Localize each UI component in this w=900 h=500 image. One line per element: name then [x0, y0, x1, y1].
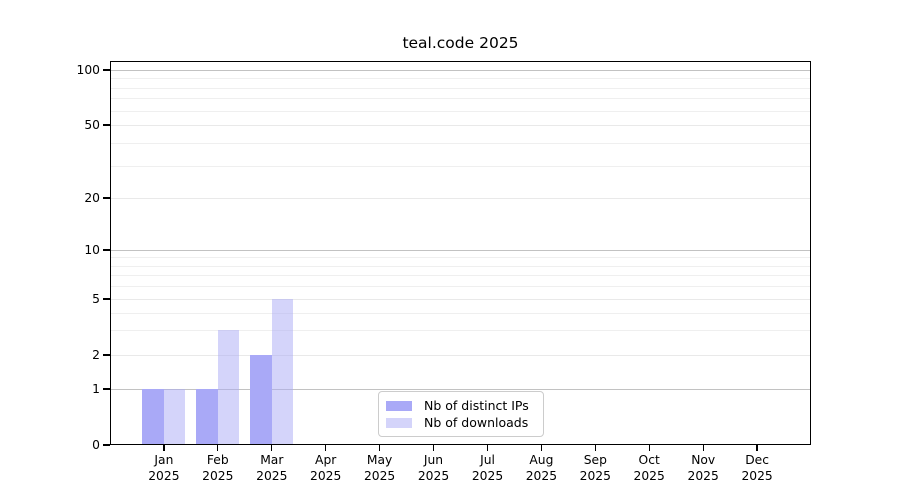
gridline-major: [110, 125, 811, 126]
x-tick-month: Feb: [206, 453, 229, 467]
x-tick-mark: [432, 445, 435, 451]
x-tick-label-oct: Oct 2025: [614, 453, 684, 484]
x-tick-month: Mar: [260, 453, 284, 467]
y-tick-mark: [103, 388, 110, 390]
y-tick-mark: [103, 444, 110, 446]
legend-label-distinct-ips: Nb of distinct IPs: [424, 398, 529, 413]
y-tick-label: 10: [84, 243, 100, 257]
bar-downloads-mar: [271, 299, 294, 445]
gridline-major: [110, 198, 811, 199]
gridline-minor: [110, 110, 811, 112]
x-tick-year: 2025: [741, 468, 773, 483]
y-tick-mark: [103, 69, 110, 71]
x-tick-year: 2025: [363, 468, 396, 483]
y-tick-label: 5: [92, 292, 100, 306]
y-tick-label: 20: [84, 191, 100, 205]
x-tick-label-apr: Apr 2025: [291, 453, 361, 484]
x-tick-mark: [271, 445, 273, 451]
x-tick-label-dec: Dec 2025: [722, 453, 792, 484]
x-tick-label-jan: Jan 2025: [129, 453, 199, 484]
legend-label-downloads: Nb of downloads: [424, 415, 529, 430]
x-tick-year: 2025: [202, 468, 234, 483]
x-tick-month: Jun: [423, 453, 444, 467]
x-tick-year: 2025: [148, 468, 180, 483]
gridline-major: [110, 299, 811, 300]
x-tick-mark: [163, 445, 165, 451]
bar-distinct-ips-mar: [250, 355, 272, 445]
x-tick-year: 2025: [579, 468, 611, 483]
bar-distinct-ips-jan: [142, 389, 164, 445]
x-tick-year: 2025: [633, 468, 665, 483]
x-tick-label-jun: Jun 2025: [399, 453, 469, 484]
x-tick-month: Apr: [315, 453, 337, 467]
x-tick-label-sep: Sep 2025: [560, 453, 630, 484]
x-tick-mark: [540, 445, 543, 451]
x-tick-year: 2025: [471, 468, 504, 483]
x-tick-month: Nov: [691, 453, 716, 467]
x-tick-mark: [702, 445, 704, 451]
x-tick-year: 2025: [310, 468, 342, 483]
x-tick-mark: [325, 445, 327, 451]
x-tick-mark: [756, 445, 758, 451]
legend-item-distinct-ips: Nb of distinct IPs: [386, 399, 536, 412]
bar-downloads-feb: [217, 330, 240, 445]
gridline-major: [110, 70, 811, 71]
bar-distinct-ips-feb: [196, 389, 218, 445]
gridline-minor: [110, 257, 811, 259]
gridline-major: [110, 389, 811, 390]
legend-swatch-downloads: [386, 417, 412, 428]
gridline-minor: [110, 165, 811, 167]
x-tick-label-feb: Feb 2025: [183, 453, 253, 484]
x-tick-mark: [648, 445, 650, 451]
x-tick-label-mar: Mar 2025: [237, 453, 307, 484]
x-tick-mark: [378, 445, 381, 451]
x-tick-mark: [486, 445, 489, 451]
gridline-minor: [110, 312, 811, 314]
gridline-minor: [110, 78, 811, 80]
x-tick-year: 2025: [687, 468, 719, 483]
plot-area: [110, 61, 811, 445]
x-tick-mark: [594, 445, 596, 451]
legend: Nb of distinct IPs Nb of downloads: [378, 391, 544, 437]
x-tick-month: Oct: [638, 453, 660, 467]
gridline-minor: [110, 142, 811, 144]
y-tick-mark: [103, 249, 110, 251]
legend-swatch-distinct-ips: [386, 400, 412, 411]
gridline-minor: [110, 265, 811, 267]
x-tick-month: Sep: [583, 453, 607, 467]
y-tick-label: 2: [92, 348, 100, 362]
x-tick-month: Dec: [745, 453, 769, 467]
gridline-major: [110, 250, 811, 251]
y-tick-mark: [103, 354, 110, 356]
bar-downloads-jan: [163, 389, 186, 445]
x-tick-month: May: [366, 453, 393, 467]
y-tick-label: 1: [92, 382, 100, 396]
x-tick-label-may: May 2025: [345, 453, 415, 484]
gridline-minor: [110, 330, 811, 332]
y-tick-label: 0: [92, 438, 100, 452]
y-tick-mark: [103, 298, 110, 300]
gridline-minor: [110, 98, 811, 100]
y-tick-mark: [103, 197, 110, 199]
x-tick-year: 2025: [525, 468, 558, 483]
y-tick-label: 50: [84, 118, 100, 132]
x-tick-year: 2025: [256, 468, 288, 483]
x-tick-mark: [217, 445, 219, 451]
x-tick-month: Aug: [529, 453, 554, 467]
chart-title: teal.code 2025: [402, 34, 519, 52]
legend-item-downloads: Nb of downloads: [386, 416, 536, 429]
x-tick-label-jul: Jul 2025: [453, 453, 523, 484]
x-tick-year: 2025: [417, 468, 450, 483]
x-tick-label-nov: Nov 2025: [668, 453, 738, 484]
gridline-minor: [110, 286, 811, 288]
x-tick-month: Jan: [154, 453, 174, 467]
x-tick-month: Jul: [480, 453, 495, 467]
gridline-minor: [110, 275, 811, 277]
gridline-major: [110, 355, 811, 356]
y-tick-mark: [103, 124, 110, 126]
x-tick-label-aug: Aug 2025: [506, 453, 576, 484]
y-tick-label: 100: [76, 63, 100, 77]
gridline-minor: [110, 87, 811, 89]
